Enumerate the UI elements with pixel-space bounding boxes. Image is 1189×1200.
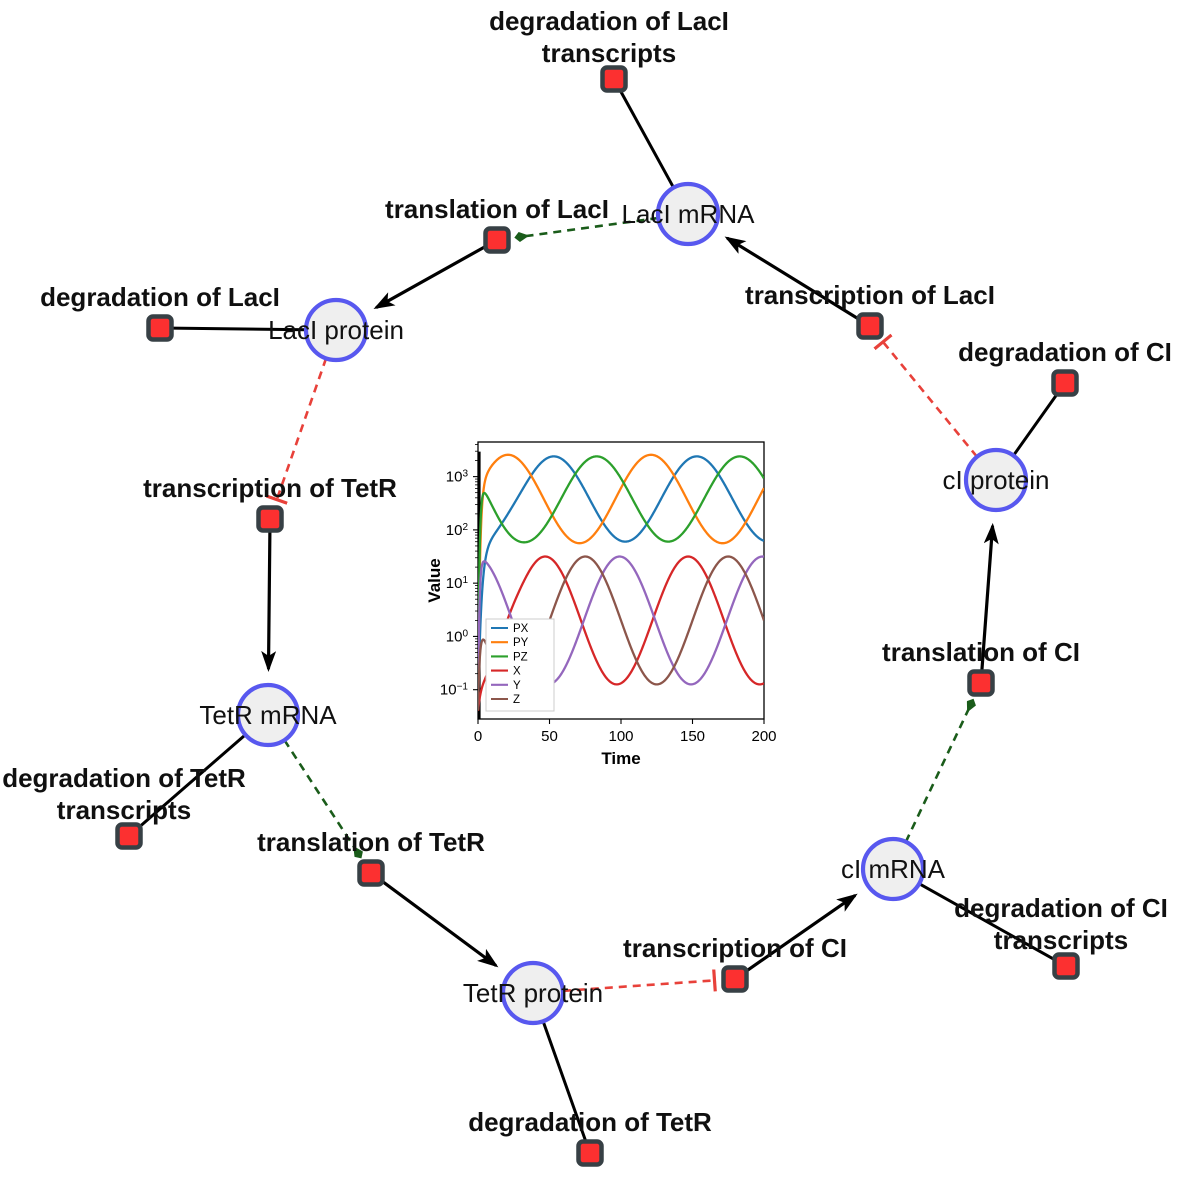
svg-text:102: 102 — [446, 521, 469, 539]
svg-text:Z: Z — [513, 694, 520, 706]
svg-text:10−1: 10−1 — [440, 681, 469, 699]
svg-text:PZ: PZ — [513, 651, 528, 663]
svg-text:50: 50 — [541, 728, 558, 745]
svg-text:100: 100 — [446, 628, 469, 646]
svg-text:Value: Value — [428, 558, 444, 602]
svg-text:101: 101 — [446, 575, 469, 593]
svg-text:PX: PX — [513, 623, 529, 635]
svg-text:Y: Y — [513, 680, 521, 692]
svg-text:Time: Time — [601, 749, 640, 768]
svg-text:X: X — [513, 666, 521, 678]
svg-text:PY: PY — [513, 637, 529, 649]
svg-text:100: 100 — [608, 728, 633, 745]
svg-text:200: 200 — [751, 728, 776, 745]
svg-text:103: 103 — [446, 468, 469, 486]
svg-text:0: 0 — [474, 728, 482, 745]
svg-text:150: 150 — [680, 728, 705, 745]
